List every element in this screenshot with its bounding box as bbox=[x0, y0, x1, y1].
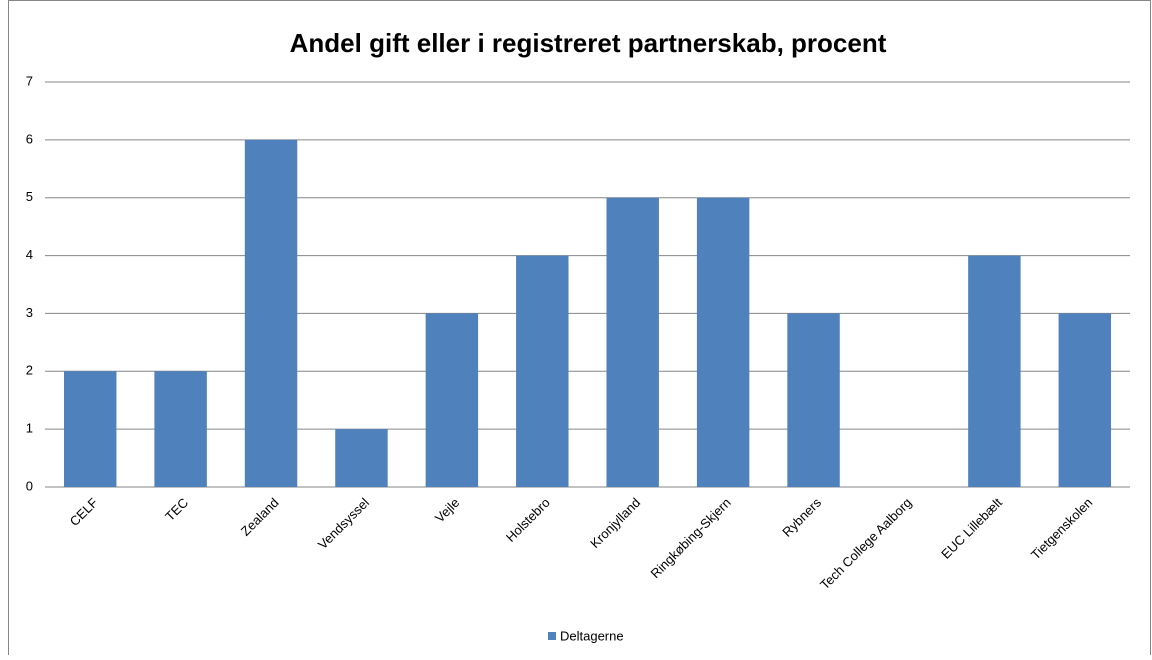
y-tick-label: 7 bbox=[26, 73, 33, 88]
y-tick-label: 4 bbox=[26, 247, 33, 262]
bar bbox=[968, 255, 1021, 487]
y-tick-label: 1 bbox=[26, 421, 33, 436]
y-tick-label: 2 bbox=[26, 363, 33, 378]
bar bbox=[425, 313, 479, 487]
bar bbox=[516, 255, 569, 487]
y-tick-label: 3 bbox=[26, 305, 33, 320]
bar bbox=[1058, 313, 1112, 487]
chart-title: Andel gift eller i registreret partnersk… bbox=[290, 28, 887, 58]
bar bbox=[63, 371, 117, 487]
bar bbox=[335, 429, 388, 487]
y-tick-label: 0 bbox=[26, 478, 33, 493]
y-tick-label: 6 bbox=[26, 131, 33, 146]
bar bbox=[154, 371, 207, 487]
legend-swatch bbox=[548, 632, 556, 640]
chart-frame bbox=[8, 0, 1151, 660]
bar bbox=[696, 197, 750, 487]
bar bbox=[244, 139, 298, 487]
bar bbox=[606, 197, 659, 487]
bar bbox=[787, 313, 840, 487]
y-tick-label: 5 bbox=[26, 189, 33, 204]
legend-label: Deltagerne bbox=[560, 628, 624, 643]
